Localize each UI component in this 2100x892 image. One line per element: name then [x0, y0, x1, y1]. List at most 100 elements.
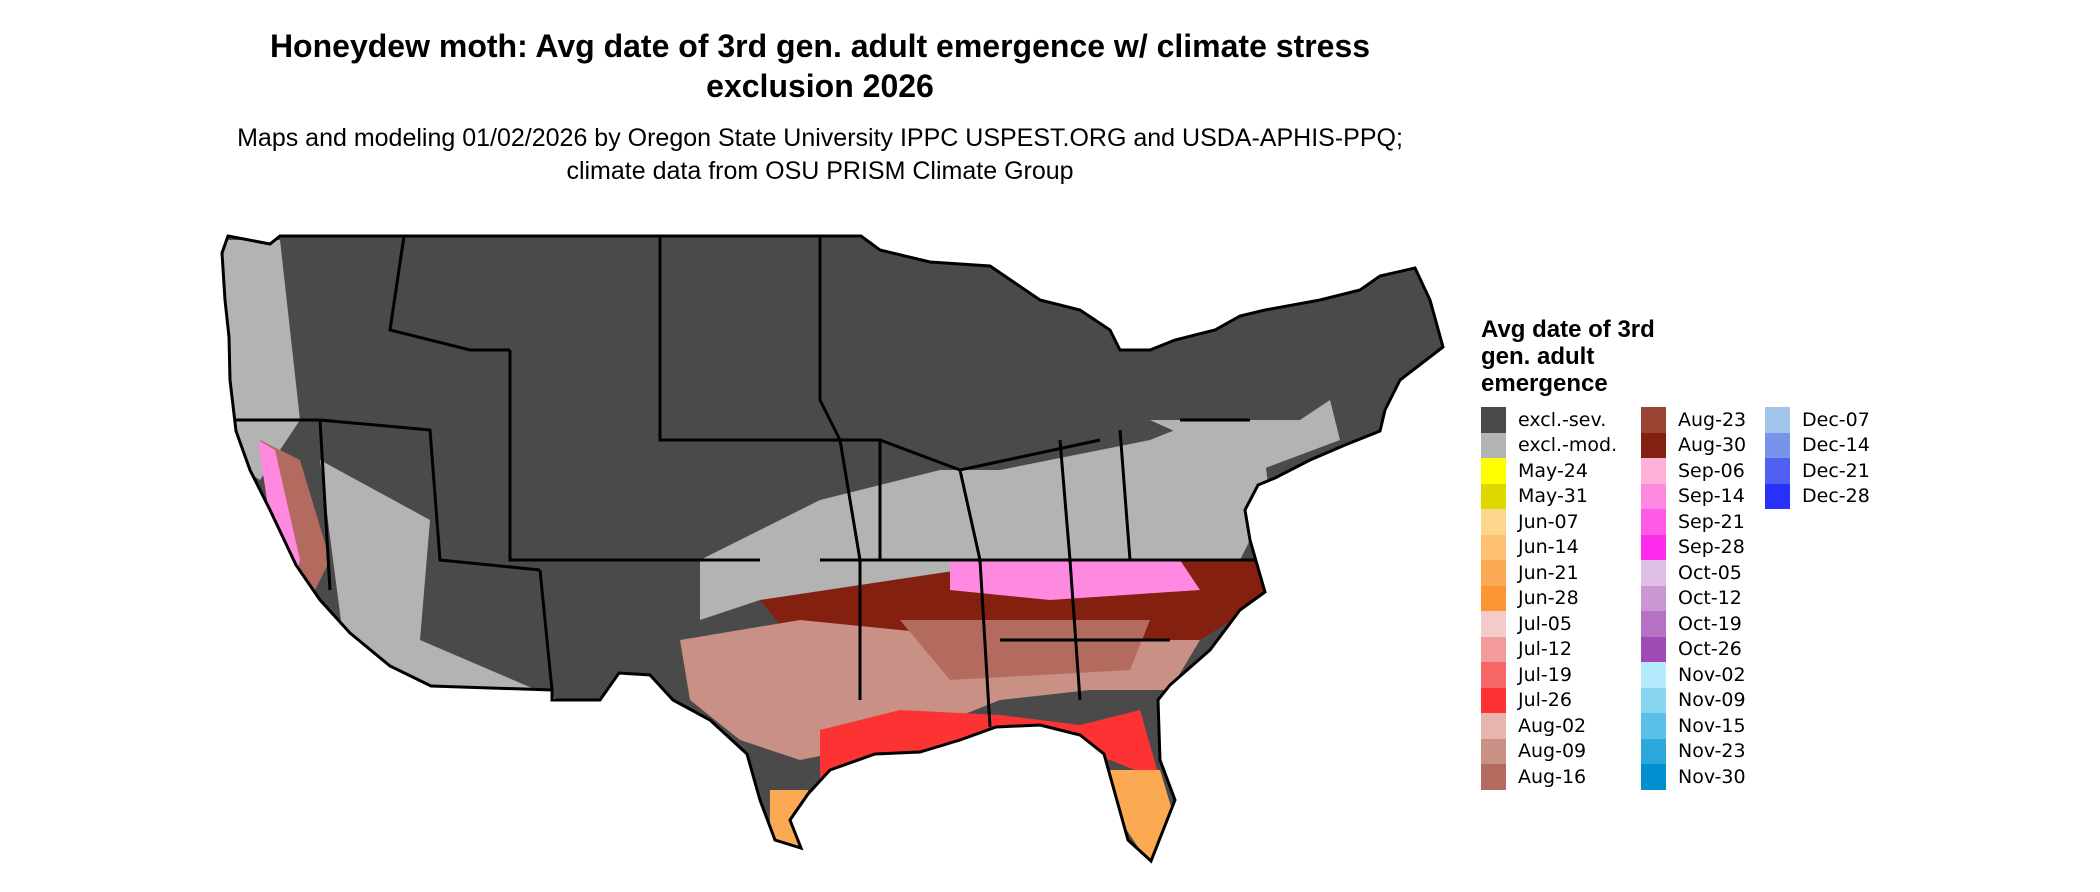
legend-item: excl.-mod.: [1481, 432, 1618, 458]
legend-swatch: [1765, 432, 1790, 458]
legend-item: Oct-12: [1641, 585, 1742, 611]
legend-item: Nov-09: [1641, 687, 1746, 713]
state-boundary: [319, 418, 541, 572]
map-region: [700, 420, 1270, 620]
legend-item: Nov-23: [1641, 738, 1746, 764]
legend-label: Jul-26: [1518, 689, 1572, 712]
legend-swatch: [1641, 432, 1666, 458]
legend-item: Oct-26: [1641, 636, 1742, 662]
legend-item: Aug-02: [1481, 713, 1586, 739]
legend-swatch: [1641, 407, 1666, 433]
legend-swatch: [1641, 764, 1666, 790]
legend-swatch: [1481, 585, 1506, 611]
legend-item: Jun-07: [1481, 509, 1579, 535]
map-region: [1150, 400, 1340, 470]
legend-swatch: [1481, 764, 1506, 790]
legend-swatch: [1481, 407, 1506, 433]
map-subtitle: Maps and modeling 01/02/2026 by Oregon S…: [237, 124, 1403, 185]
legend-item: Aug-30: [1641, 432, 1747, 458]
legend-label: Aug-30: [1678, 434, 1747, 457]
legend-label: excl.-mod.: [1518, 434, 1618, 457]
legend-item: Jul-19: [1481, 662, 1572, 688]
legend-item: Oct-05: [1641, 560, 1742, 586]
legend-swatch: [1481, 611, 1506, 637]
legend-label: Jun-14: [1518, 536, 1579, 559]
legend-label: Sep-21: [1678, 510, 1745, 533]
legend-item: May-31: [1481, 483, 1588, 509]
legend-label: Dec-21: [1802, 459, 1870, 482]
legend-label: Aug-16: [1518, 765, 1587, 788]
legend-label: excl.-sev.: [1518, 408, 1607, 431]
legend-item: Jul-05: [1481, 611, 1572, 637]
legend-swatch: [1765, 407, 1790, 433]
legend-label: Dec-07: [1802, 408, 1870, 431]
legend-label: Jul-05: [1518, 612, 1572, 635]
legend-swatch: [1481, 636, 1506, 662]
legend-swatch: [1481, 509, 1506, 535]
legend-item: Aug-16: [1481, 764, 1586, 790]
legend-item: Sep-06: [1641, 458, 1745, 484]
legend-swatch: [1481, 662, 1506, 688]
legend-label: Nov-15: [1678, 714, 1746, 737]
legend-label: Jul-12: [1518, 638, 1572, 661]
legend-label: May-31: [1518, 485, 1588, 508]
state-boundaries: [230, 236, 1260, 728]
legend-label: Nov-02: [1678, 663, 1746, 686]
map-region: [820, 710, 1160, 780]
legend-swatch: [1641, 534, 1666, 560]
legend-label: Dec-14: [1802, 434, 1870, 457]
legend-label: Oct-05: [1678, 561, 1742, 584]
legend-swatch: [1641, 458, 1666, 484]
legend-item: Jul-12: [1481, 636, 1572, 662]
legend-label: Jun-07: [1518, 510, 1579, 533]
map-region: [320, 460, 560, 700]
legend-label: Oct-19: [1678, 612, 1742, 635]
legend-label: Jun-28: [1518, 587, 1579, 610]
legend-swatch: [1481, 738, 1506, 764]
legend-item: excl.-sev.: [1481, 407, 1606, 433]
legend-label: Sep-28: [1678, 536, 1745, 559]
legend-item: Aug-09: [1481, 738, 1587, 764]
state-boundary: [1118, 429, 1132, 561]
legend-item: May-24: [1481, 458, 1588, 484]
state-boundary: [818, 236, 842, 441]
legend-item: Nov-30: [1641, 764, 1746, 790]
legend-label: Nov-23: [1678, 740, 1746, 763]
legend-label: Dec-28: [1802, 485, 1870, 508]
legend-item: Jun-28: [1481, 585, 1579, 611]
legend-label: Jul-19: [1518, 663, 1572, 686]
legend-title: Avg date of 3rd gen. adult emergence: [1481, 316, 1655, 397]
legend-item: Sep-28: [1641, 534, 1745, 560]
map-title: Honeydew moth: Avg date of 3rd gen. adul…: [269, 28, 1371, 104]
legend-label: Sep-14: [1678, 485, 1745, 508]
legend-swatch: [1641, 687, 1666, 713]
legend-swatch: [1481, 560, 1506, 586]
legend-swatch: [1641, 636, 1666, 662]
legend-swatch: [1641, 713, 1666, 739]
state-boundary: [388, 236, 510, 352]
legend-label: Aug-09: [1518, 740, 1587, 763]
state-boundary: [538, 569, 554, 691]
legend-swatch: [1765, 458, 1790, 484]
legend-item: Aug-23: [1641, 407, 1746, 433]
legend-item: Jul-26: [1481, 687, 1572, 713]
legend-label: Nov-09: [1678, 689, 1746, 712]
legend-swatch: [1641, 560, 1666, 586]
legend-swatch: [1481, 458, 1506, 484]
legend-swatch: [1641, 738, 1666, 764]
legend-label: Aug-02: [1518, 714, 1587, 737]
legend-item: Dec-14: [1765, 432, 1870, 458]
legend-swatch: [1481, 687, 1506, 713]
state-boundary: [658, 236, 882, 560]
legend-swatch: [1641, 483, 1666, 509]
legend-swatch: [1765, 483, 1790, 509]
legend-swatch: [1641, 662, 1666, 688]
legend-swatch: [1481, 432, 1506, 458]
legend-swatch: [1641, 509, 1666, 535]
legend-label: Aug-23: [1678, 408, 1747, 431]
legend-swatch: [1641, 611, 1666, 637]
map-region: [900, 620, 1150, 680]
legend-label: Jun-21: [1518, 561, 1579, 584]
